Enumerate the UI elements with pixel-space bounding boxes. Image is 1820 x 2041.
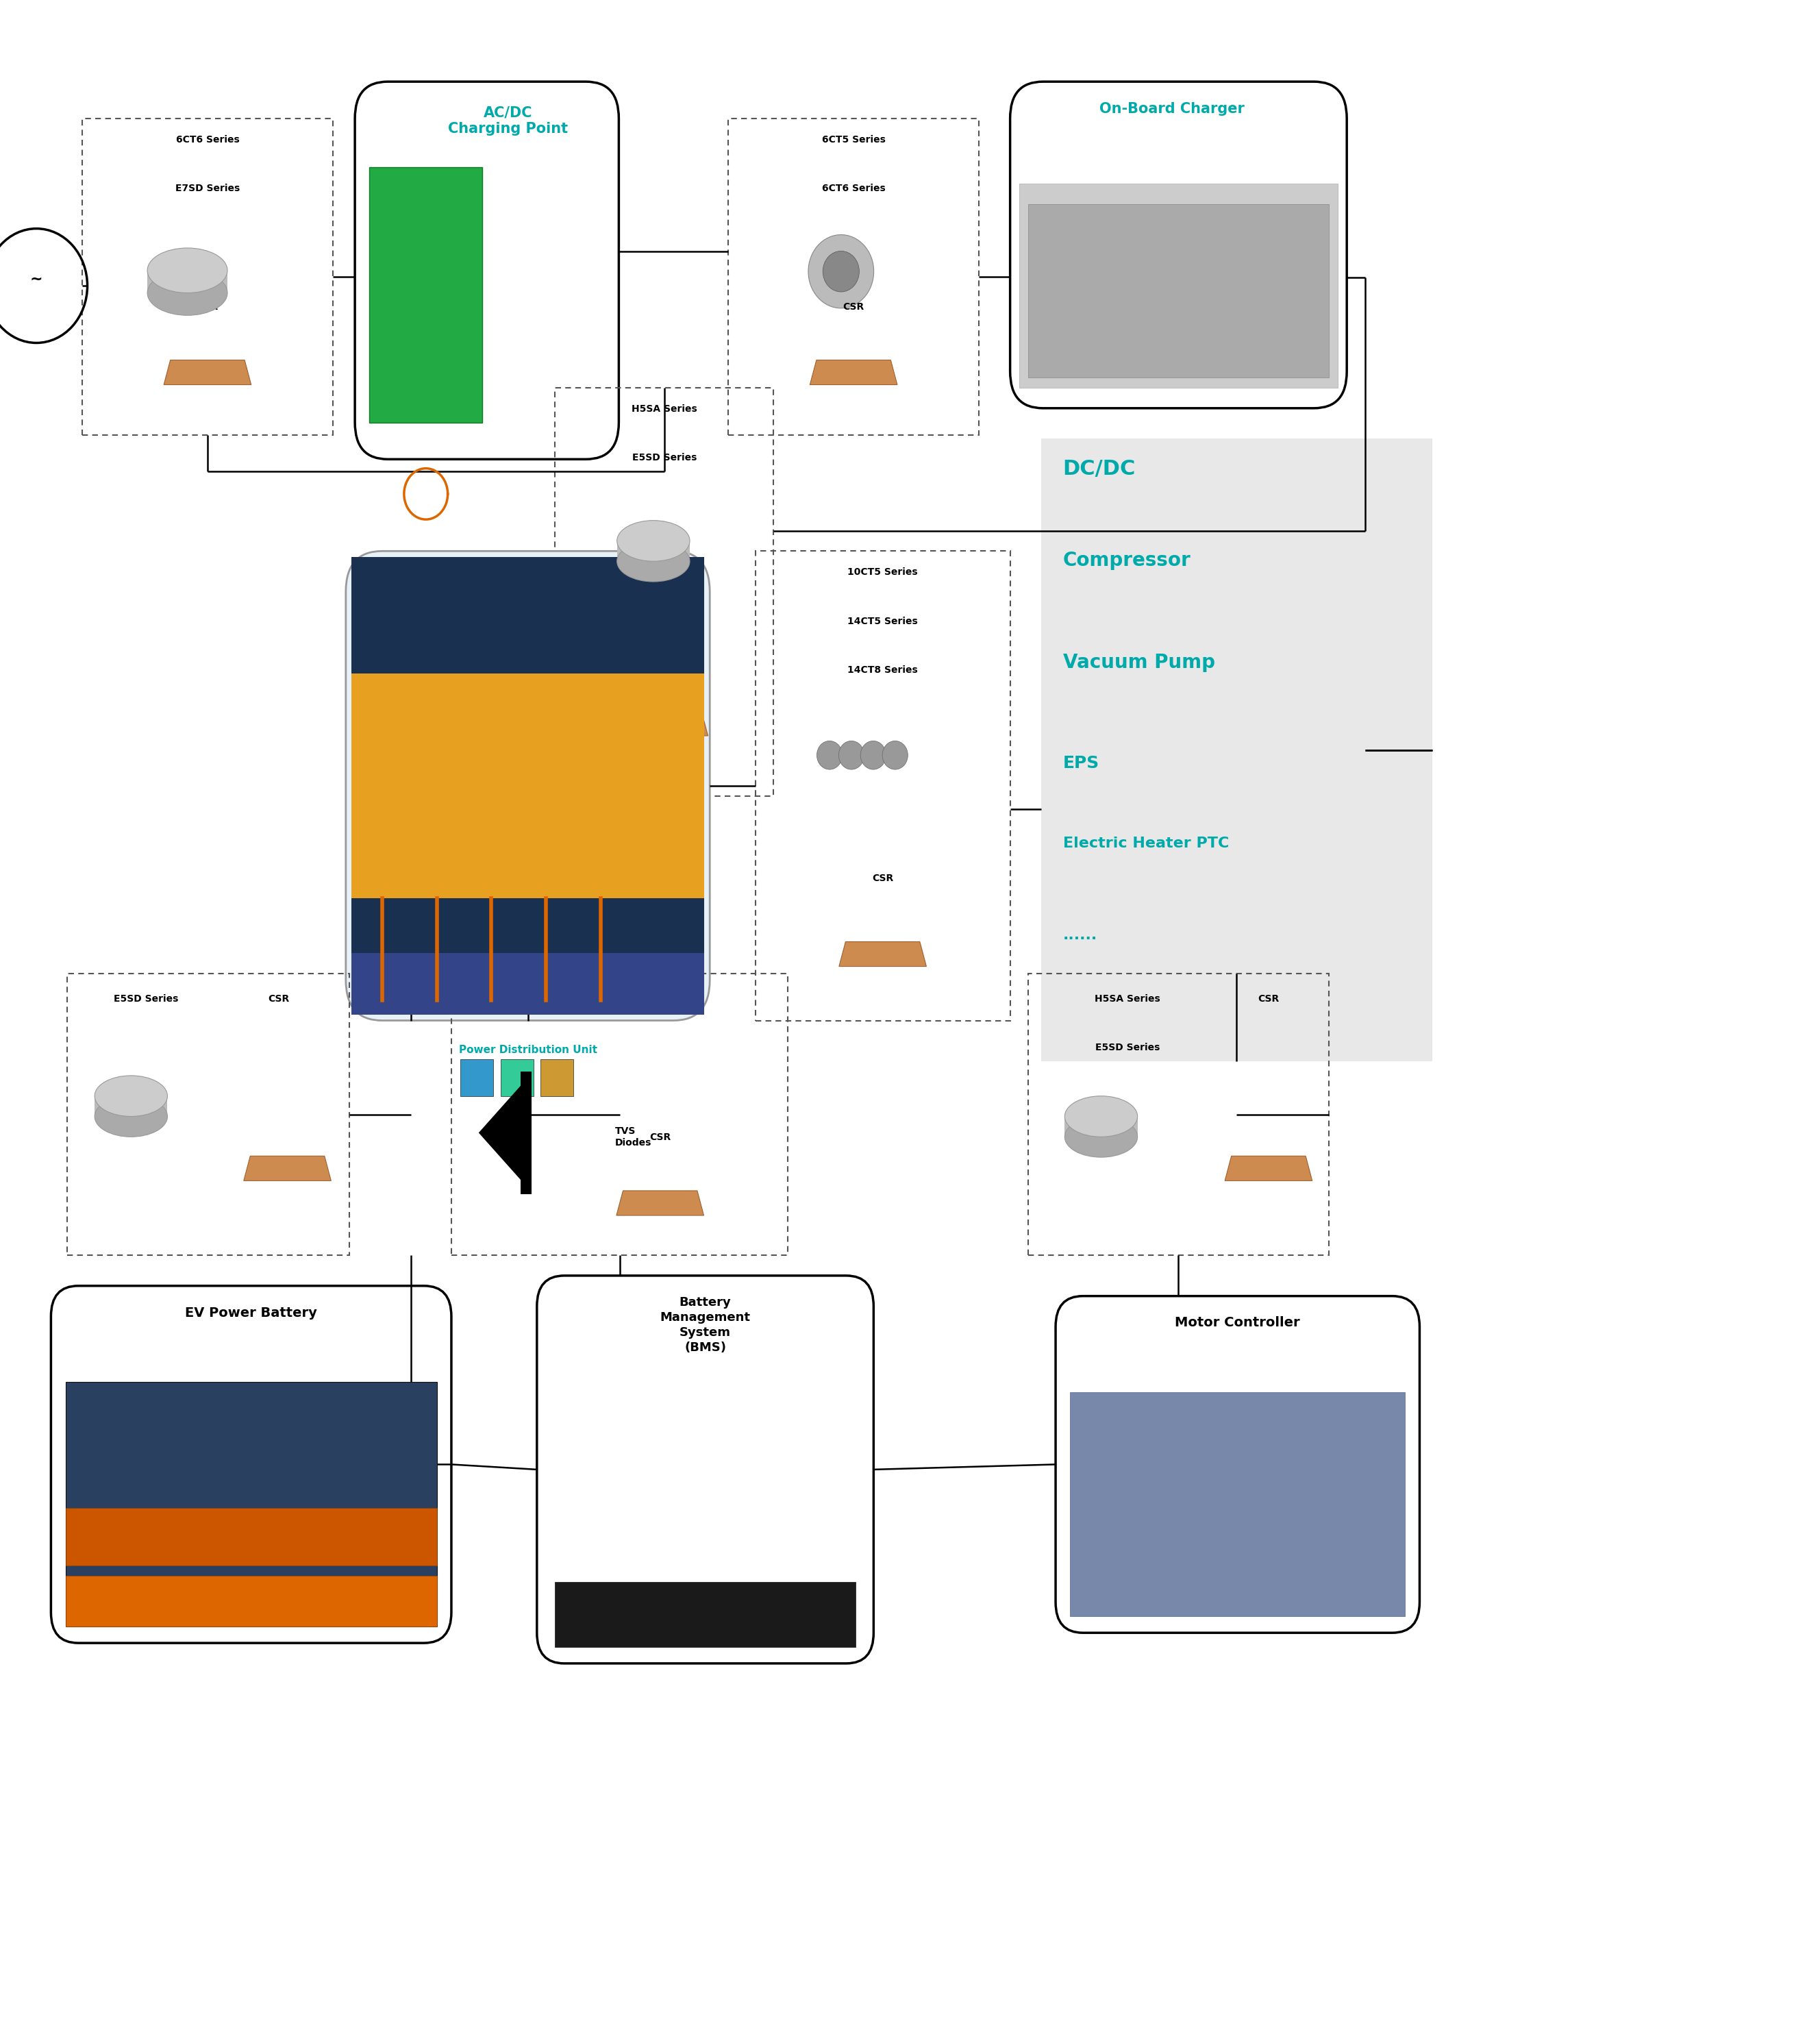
- Ellipse shape: [1065, 1116, 1138, 1157]
- Text: CSR: CSR: [872, 874, 894, 884]
- Polygon shape: [479, 1082, 524, 1184]
- Polygon shape: [164, 359, 251, 384]
- Bar: [66, 1382, 437, 1627]
- Bar: [617, 541, 690, 561]
- Bar: [541, 1059, 573, 1096]
- Text: E5SD Series: E5SD Series: [1096, 1043, 1159, 1053]
- Bar: [1070, 1392, 1405, 1616]
- Bar: [1019, 184, 1338, 388]
- Text: 14CT8 Series: 14CT8 Series: [848, 665, 917, 676]
- Circle shape: [808, 235, 874, 308]
- FancyBboxPatch shape: [355, 82, 619, 459]
- FancyBboxPatch shape: [1056, 1296, 1420, 1633]
- Circle shape: [883, 741, 908, 769]
- Text: CSR: CSR: [650, 1133, 672, 1143]
- Bar: [555, 1582, 855, 1647]
- Ellipse shape: [147, 247, 228, 292]
- Polygon shape: [839, 941, 926, 965]
- Bar: [351, 953, 704, 1014]
- Bar: [369, 167, 482, 422]
- Polygon shape: [244, 1155, 331, 1180]
- Text: On-Board Charger: On-Board Charger: [1099, 102, 1245, 116]
- Text: 6CT5 Series: 6CT5 Series: [823, 135, 885, 145]
- FancyBboxPatch shape: [537, 1276, 874, 1663]
- Text: Electric Heater PTC: Electric Heater PTC: [1063, 837, 1228, 851]
- Text: Motor Controller: Motor Controller: [1176, 1316, 1299, 1329]
- FancyBboxPatch shape: [346, 551, 710, 1021]
- Polygon shape: [1041, 439, 1432, 1061]
- Bar: [351, 674, 704, 898]
- Text: Compressor: Compressor: [1063, 551, 1190, 569]
- Text: E7SD Series: E7SD Series: [175, 184, 240, 194]
- Ellipse shape: [147, 269, 228, 314]
- Text: DC/DC: DC/DC: [1063, 459, 1136, 480]
- Text: EPS: EPS: [1063, 755, 1099, 771]
- Text: EV Power Battery: EV Power Battery: [186, 1306, 317, 1318]
- Text: CSR: CSR: [268, 994, 289, 1004]
- Text: 14CT5 Series: 14CT5 Series: [848, 616, 917, 627]
- Polygon shape: [617, 1190, 704, 1216]
- Bar: [66, 1508, 437, 1565]
- Ellipse shape: [617, 541, 690, 582]
- Text: CSR: CSR: [197, 302, 218, 312]
- Text: CSR: CSR: [843, 302, 864, 312]
- Text: CSR: CSR: [653, 643, 675, 653]
- Text: 10CT5 Series: 10CT5 Series: [848, 567, 917, 578]
- Bar: [66, 1576, 437, 1627]
- Bar: [147, 269, 228, 292]
- Ellipse shape: [95, 1096, 167, 1137]
- Polygon shape: [810, 359, 897, 384]
- Ellipse shape: [95, 1076, 167, 1116]
- Ellipse shape: [617, 520, 690, 561]
- Circle shape: [817, 741, 843, 769]
- Text: Power Distribution Unit: Power Distribution Unit: [459, 1045, 597, 1055]
- Circle shape: [823, 251, 859, 292]
- Bar: [500, 1059, 533, 1096]
- Text: E5SD Series: E5SD Series: [115, 994, 178, 1004]
- Text: 6CT6 Series: 6CT6 Series: [823, 184, 885, 194]
- Polygon shape: [621, 710, 708, 735]
- Bar: [1065, 1116, 1138, 1137]
- Text: TVS
Diodes: TVS Diodes: [615, 1127, 652, 1147]
- Text: H5SA Series: H5SA Series: [1094, 994, 1159, 1004]
- Text: H5SA Series: H5SA Series: [632, 404, 697, 414]
- Text: AC/DC
Charging Point: AC/DC Charging Point: [448, 106, 568, 137]
- FancyBboxPatch shape: [1010, 82, 1347, 408]
- Text: CSR: CSR: [1258, 994, 1279, 1004]
- Bar: [1028, 204, 1329, 378]
- FancyBboxPatch shape: [51, 1286, 451, 1643]
- Circle shape: [839, 741, 864, 769]
- Bar: [95, 1096, 167, 1116]
- Bar: [351, 557, 704, 1014]
- Text: E5SD Series: E5SD Series: [632, 453, 697, 463]
- Ellipse shape: [1065, 1096, 1138, 1137]
- Circle shape: [861, 741, 886, 769]
- Polygon shape: [1225, 1155, 1312, 1180]
- Text: Vacuum Pump: Vacuum Pump: [1063, 653, 1216, 671]
- Text: 6CT6 Series: 6CT6 Series: [177, 135, 238, 145]
- Text: ......: ......: [1063, 929, 1097, 943]
- Text: Battery
Management
System
(BMS): Battery Management System (BMS): [661, 1296, 750, 1353]
- Text: ~: ~: [29, 273, 44, 286]
- Text: Chip Fuses: Chip Fuses: [632, 994, 690, 1004]
- Bar: [521, 1072, 531, 1194]
- Bar: [460, 1059, 493, 1096]
